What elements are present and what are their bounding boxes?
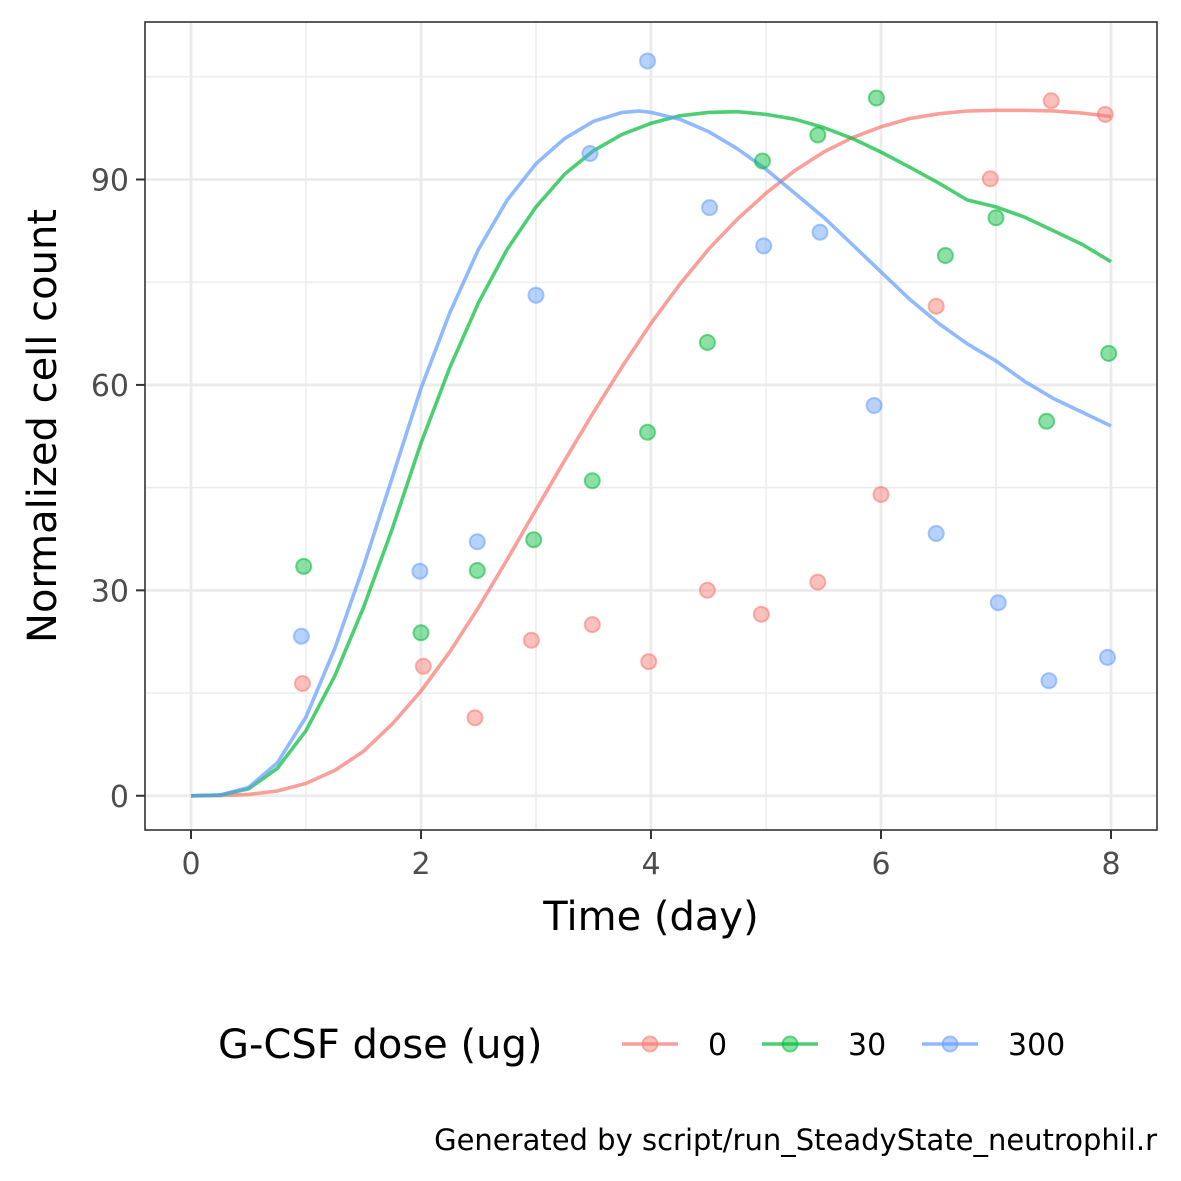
fit-curve-0 bbox=[190, 108, 1112, 798]
data-point-300 bbox=[989, 594, 1007, 612]
data-point-300 bbox=[1099, 648, 1116, 666]
data-point-0 bbox=[294, 675, 311, 692]
data-point-300 bbox=[811, 223, 829, 241]
x-tick-label: 0 bbox=[181, 847, 200, 882]
data-point-30 bbox=[867, 89, 885, 107]
fit-curve-300 bbox=[190, 109, 1112, 798]
data-point-0 bbox=[981, 170, 999, 188]
legend-entry-30: 30 bbox=[848, 1028, 886, 1063]
data-point-0 bbox=[583, 616, 601, 634]
data-point-300 bbox=[1040, 672, 1058, 690]
data-point-30 bbox=[754, 152, 771, 170]
data-point-30 bbox=[583, 472, 601, 490]
data-point-30 bbox=[525, 531, 543, 549]
data-point-300 bbox=[468, 533, 486, 551]
data-point-0 bbox=[522, 631, 540, 649]
x-axis-label: Time (day) bbox=[542, 894, 758, 940]
fit-curve-30 bbox=[190, 109, 1112, 798]
x-tick-label: 2 bbox=[411, 847, 430, 882]
data-point-30 bbox=[468, 562, 486, 579]
data-point-30 bbox=[295, 557, 313, 575]
data-point-300 bbox=[701, 199, 719, 217]
data-point-300 bbox=[581, 145, 599, 162]
data-point-0 bbox=[752, 605, 770, 623]
y-axis: 0 30 60 90 bbox=[91, 163, 145, 815]
data-point-0 bbox=[809, 573, 827, 591]
data-point-30 bbox=[936, 247, 954, 264]
y-tick-label: 60 bbox=[91, 369, 129, 404]
data-point-300 bbox=[411, 562, 429, 580]
data-point-30 bbox=[412, 624, 430, 642]
data-point-0 bbox=[927, 297, 945, 315]
legend-title: G-CSF dose (ug) bbox=[218, 1022, 542, 1068]
data-point-0 bbox=[1096, 105, 1114, 123]
data-point-300 bbox=[865, 397, 883, 414]
legend-key-point-300 bbox=[941, 1035, 959, 1053]
x-tick-label: 8 bbox=[1101, 847, 1120, 882]
y-tick-label: 0 bbox=[110, 780, 129, 815]
data-point-30 bbox=[698, 334, 716, 351]
caption: Generated by script/run_SteadyState_neut… bbox=[434, 1123, 1157, 1157]
data-point-0 bbox=[466, 709, 484, 727]
data-point-0 bbox=[698, 581, 716, 599]
data-point-30 bbox=[987, 209, 1005, 227]
legend-key-point-0 bbox=[641, 1035, 659, 1053]
x-axis: 0 2 4 6 8 bbox=[181, 830, 1121, 882]
data-point-300 bbox=[639, 52, 656, 70]
legend-entry-300: 300 bbox=[1008, 1028, 1065, 1063]
legend-key-point-30 bbox=[781, 1035, 799, 1053]
data-point-30 bbox=[1100, 344, 1118, 362]
y-tick-label: 90 bbox=[91, 163, 129, 198]
data-point-0 bbox=[1042, 92, 1060, 110]
data-points bbox=[292, 52, 1118, 727]
data-point-0 bbox=[872, 486, 890, 503]
fit-curves bbox=[190, 108, 1112, 798]
x-tick-label: 6 bbox=[871, 847, 890, 882]
data-point-0 bbox=[414, 657, 432, 675]
x-tick-label: 4 bbox=[641, 847, 660, 882]
data-point-30 bbox=[639, 423, 656, 441]
data-point-300 bbox=[755, 237, 773, 255]
data-point-300 bbox=[527, 286, 545, 304]
y-tick-label: 30 bbox=[91, 574, 129, 609]
legend-entry-0: 0 bbox=[708, 1028, 727, 1063]
data-point-30 bbox=[1038, 412, 1056, 430]
data-point-300 bbox=[927, 525, 945, 542]
y-axis-label: Normalized cell count bbox=[20, 209, 66, 643]
data-point-30 bbox=[809, 126, 827, 144]
legend: G-CSF dose (ug) 0 30 300 bbox=[218, 1022, 1065, 1068]
data-point-0 bbox=[640, 653, 658, 671]
data-point-300 bbox=[292, 627, 310, 645]
